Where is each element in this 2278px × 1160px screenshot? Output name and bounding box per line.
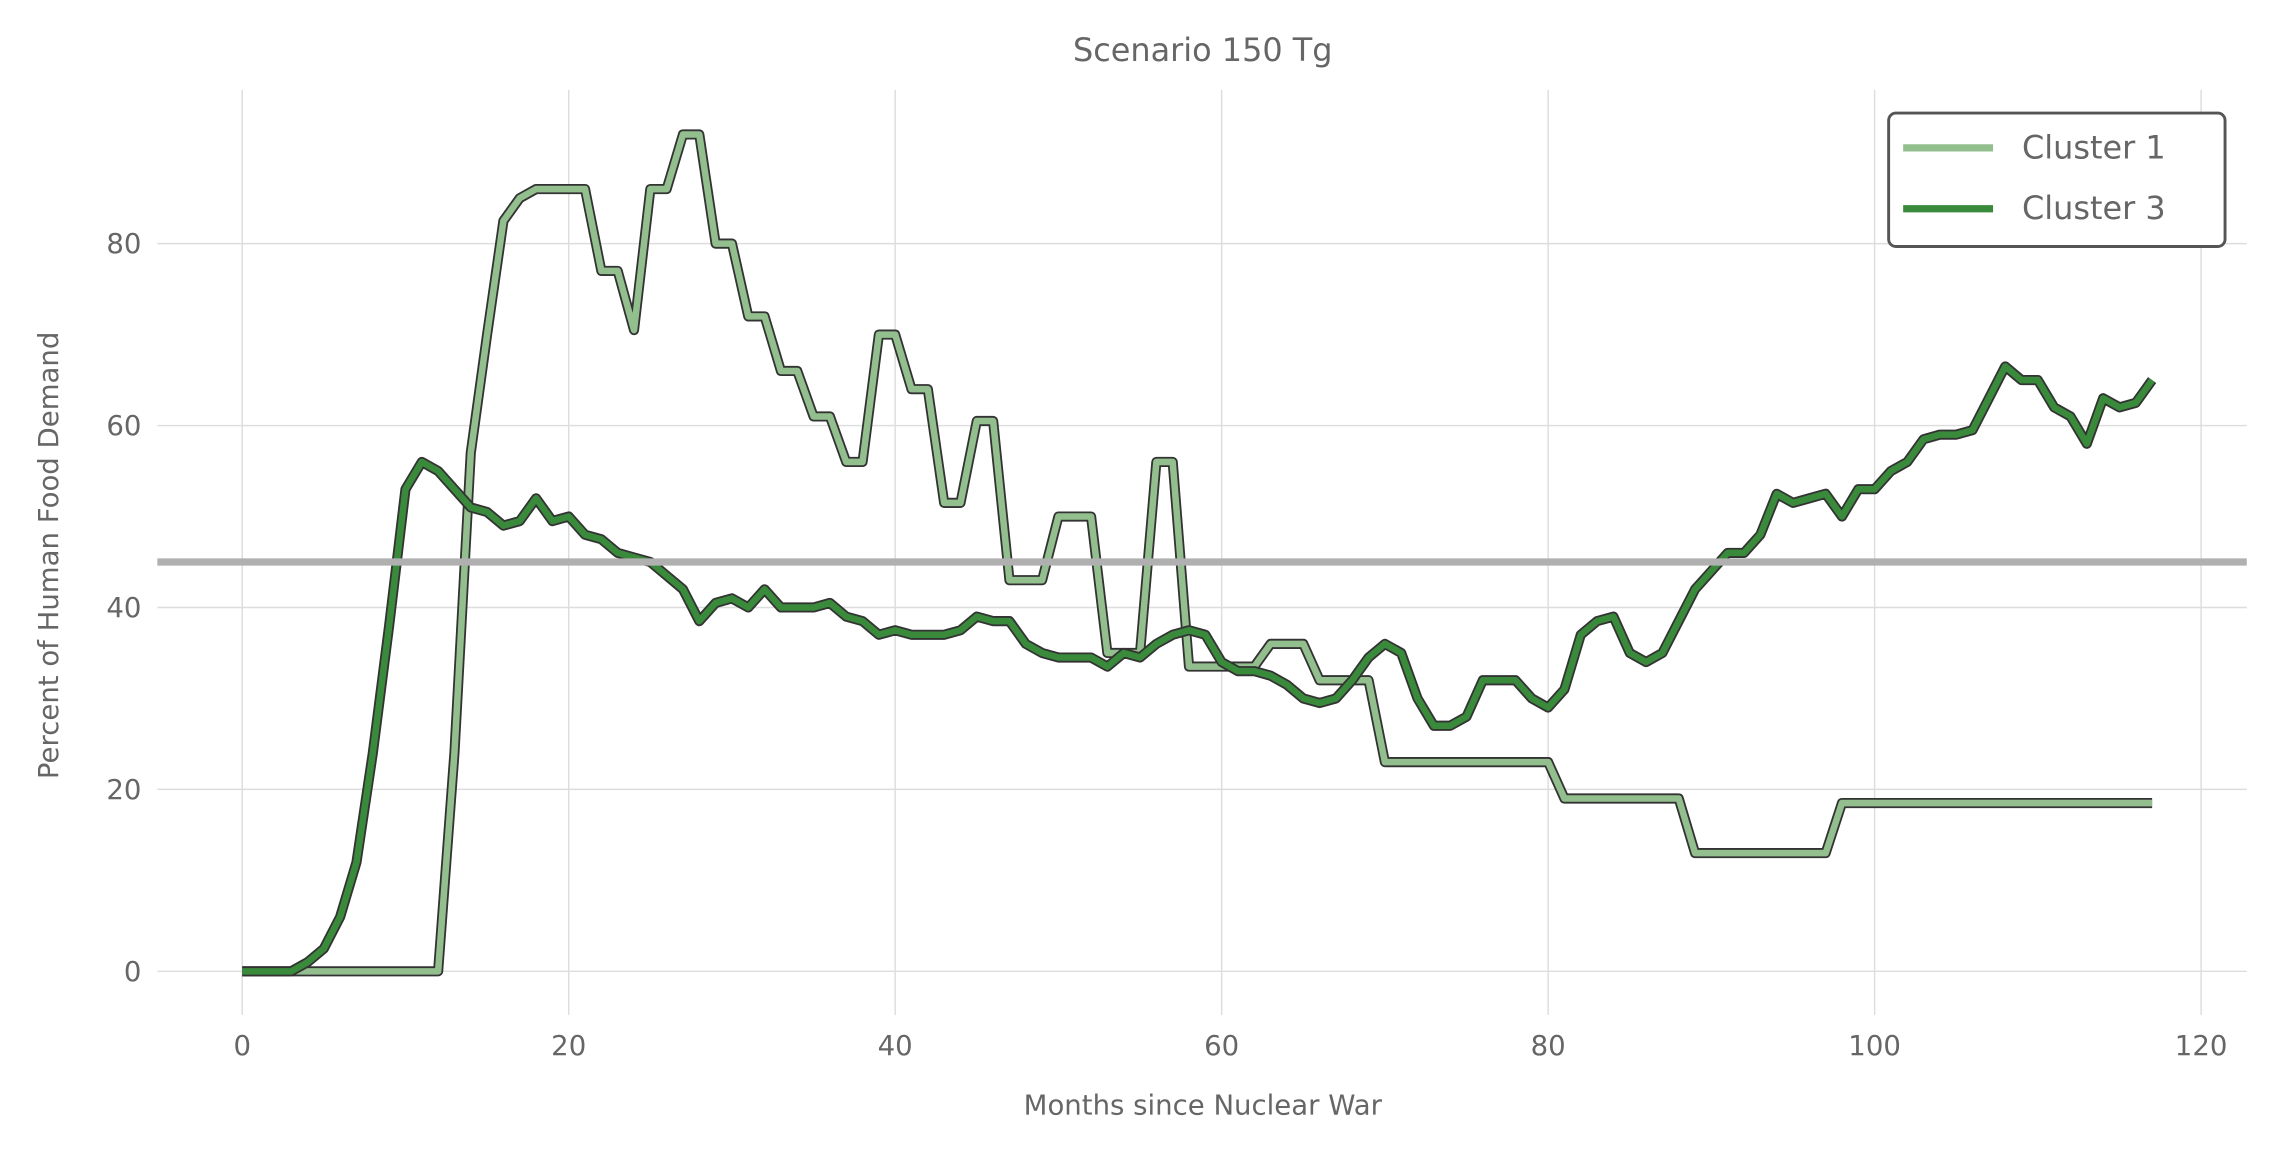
line xyxy=(242,131,2153,975)
y-tick-label: 80 xyxy=(106,228,141,260)
x-tick-label: 100 xyxy=(1848,1030,1901,1062)
line-outline xyxy=(242,129,2153,977)
x-tick-label: 80 xyxy=(1531,1030,1566,1062)
legend-label: Cluster 1 xyxy=(2022,128,2166,166)
x-tick-label: 20 xyxy=(551,1030,586,1062)
x-tick-label: 120 xyxy=(2175,1030,2228,1062)
y-tick-label: 40 xyxy=(106,592,141,624)
y-tick-label: 60 xyxy=(106,410,141,442)
x-tick-label: 40 xyxy=(878,1030,913,1062)
y-tick-label: 20 xyxy=(106,774,141,806)
y-tick-label: 0 xyxy=(124,956,142,988)
x-axis-label: Months since Nuclear War xyxy=(1024,1089,1383,1121)
y-axis-label: Percent of Human Food Demand xyxy=(33,332,65,779)
legend-label: Cluster 3 xyxy=(2022,189,2166,227)
x-tick-label: 0 xyxy=(233,1030,251,1062)
x-tick-label: 60 xyxy=(1204,1030,1239,1062)
line xyxy=(242,363,2155,975)
chart-title: Scenario 150 Tg xyxy=(1073,31,1333,69)
